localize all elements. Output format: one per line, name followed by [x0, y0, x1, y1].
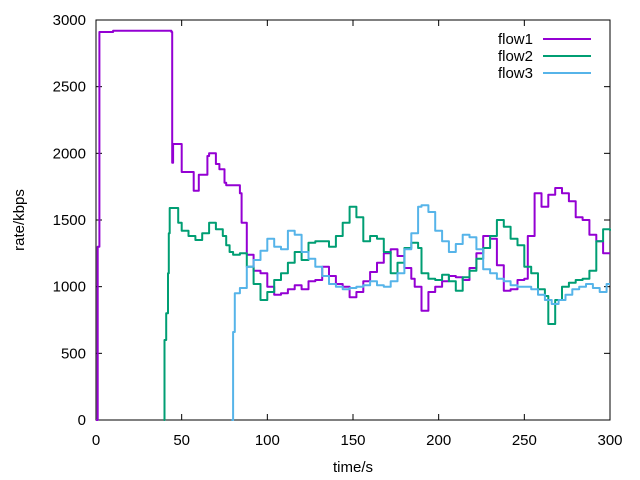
legend-label-flow1: flow1: [498, 31, 533, 48]
x-tick-label: 50: [173, 432, 190, 449]
x-axis-label: time/s: [333, 459, 373, 476]
series-line-flow1: [96, 29, 610, 421]
x-tick-label: 200: [426, 432, 451, 449]
series-line-flow3: [231, 204, 610, 421]
y-tick-label: 500: [61, 345, 86, 362]
y-tick-label: 1000: [53, 279, 86, 296]
y-tick-label: 3000: [53, 12, 86, 29]
x-tick-label: 250: [512, 432, 537, 449]
series-line-flow2: [163, 205, 611, 421]
legend-label-flow3: flow3: [498, 65, 533, 82]
x-tick-label: 300: [597, 432, 622, 449]
legend-label-flow2: flow2: [498, 48, 533, 65]
y-tick-label: 2500: [53, 79, 86, 96]
y-axis-label: rate/kbps: [11, 189, 28, 251]
axis-ticks: 0 50 100 150 200 250 3000500100015002000250030…: [53, 12, 623, 449]
y-tick-label: 1500: [53, 212, 86, 229]
y-tick-label: 2000: [53, 145, 86, 162]
series-layer: [96, 29, 611, 421]
x-tick-label: 0: [92, 432, 100, 449]
x-tick-label: 150: [340, 432, 365, 449]
x-tick-label: 100: [255, 432, 280, 449]
y-tick-label: 0: [78, 412, 86, 429]
